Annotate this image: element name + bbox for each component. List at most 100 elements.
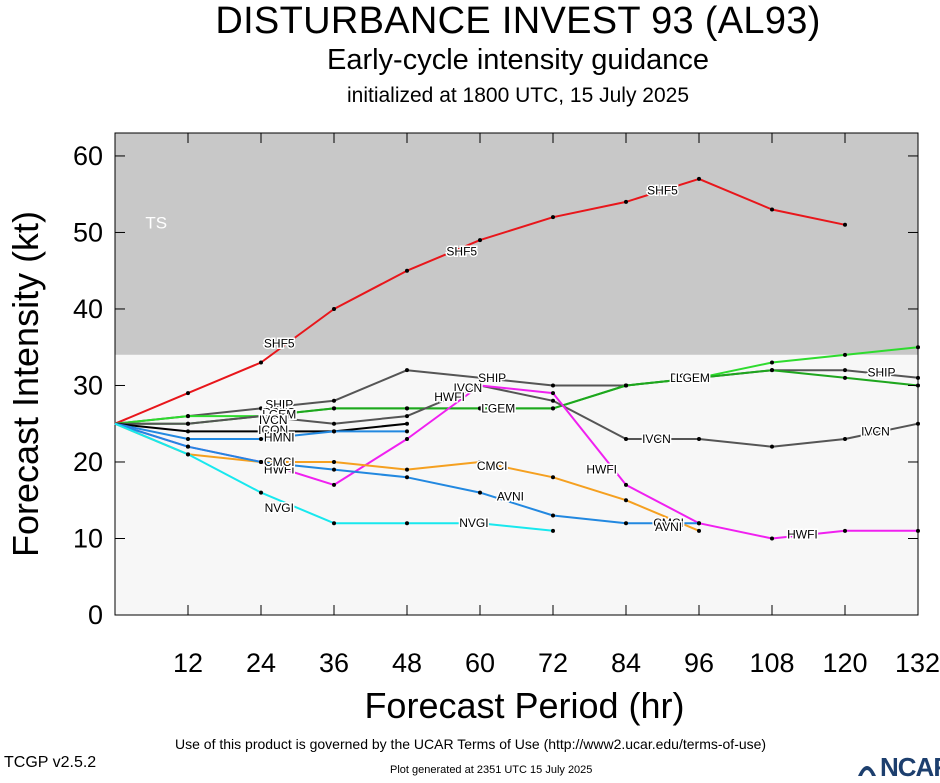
data-point-ivcn xyxy=(916,421,920,426)
x-tick-label: 72 xyxy=(538,648,568,678)
series-label-nvgi: NVGI xyxy=(459,516,488,530)
data-point-nvgi xyxy=(186,452,190,457)
y-tick-label: 60 xyxy=(73,141,103,171)
data-point-dshp xyxy=(843,352,847,357)
data-point-nvgi xyxy=(259,490,263,495)
data-point-lgem xyxy=(332,406,336,411)
series-label-ship: SHIP xyxy=(478,371,506,385)
plot-frame xyxy=(114,132,919,616)
ncar-logo-text: NCAR xyxy=(880,752,940,782)
data-point-icon xyxy=(259,429,263,434)
data-point-cmci xyxy=(624,498,628,503)
ncar-logo: NCAR xyxy=(856,752,940,782)
data-point-shf5 xyxy=(624,199,628,204)
series-label-dshp: DSHP xyxy=(670,371,703,385)
series-label-lgem: LGEM xyxy=(676,371,710,385)
y-tick-label: 50 xyxy=(73,217,103,247)
series-label-hmni: HMNI xyxy=(264,431,295,445)
y-tick-label: 30 xyxy=(73,370,103,400)
ncar-sun-icon xyxy=(858,766,876,776)
data-point-cmci xyxy=(478,459,482,464)
data-point-hwfi xyxy=(770,536,774,541)
series-label-lgem: LGEM xyxy=(262,408,296,422)
data-point-ivcn xyxy=(624,437,628,442)
series-label-ship: SHIP xyxy=(867,365,895,379)
data-point-shf5 xyxy=(186,391,190,396)
data-point-shf5 xyxy=(551,215,555,220)
data-point-shf5 xyxy=(478,238,482,243)
series-label-shf5: SHF5 xyxy=(647,183,678,197)
intensity-band-td xyxy=(115,354,918,615)
x-tick-label: 48 xyxy=(392,648,422,678)
data-point-cmci xyxy=(551,475,555,480)
data-point-hwfi xyxy=(332,482,336,487)
data-point-ship xyxy=(332,398,336,403)
x-tick-label: 132 xyxy=(895,648,940,678)
x-tick-label: 36 xyxy=(319,648,349,678)
data-point-hmni xyxy=(186,437,190,442)
x-tick-label: 108 xyxy=(749,648,794,678)
series-label-avni: AVNI xyxy=(655,520,682,534)
series-label-ship: SHIP xyxy=(265,398,293,412)
x-axis-label: Forecast Period (hr) xyxy=(364,685,684,726)
data-point-shf5 xyxy=(332,306,336,311)
y-tick-label: 0 xyxy=(88,600,103,630)
data-point-avni xyxy=(405,475,409,480)
data-point-ivcn xyxy=(697,437,701,442)
data-point-hwfi xyxy=(916,528,920,533)
y-tick-label: 40 xyxy=(73,294,103,324)
data-point-ivcn xyxy=(843,437,847,442)
x-tick-label: 120 xyxy=(822,648,867,678)
data-point-lgem xyxy=(405,406,409,411)
data-point-ivcn xyxy=(332,421,336,426)
chart-subtitle: Early-cycle intensity guidance xyxy=(326,44,709,76)
data-point-nvgi xyxy=(405,521,409,526)
series-label-cmci: CMCI xyxy=(477,459,508,473)
series-label-ivcn: IVCN xyxy=(259,413,288,427)
data-point-ivcn xyxy=(405,414,409,419)
series-label-hwfi: HWFI xyxy=(787,528,818,542)
data-point-nvgi xyxy=(478,521,482,526)
data-point-ivcn xyxy=(259,414,263,419)
data-point-cmci xyxy=(405,467,409,472)
data-point-ivcn xyxy=(186,421,190,426)
band-label-ts: TS xyxy=(145,214,167,233)
data-point-ship xyxy=(478,375,482,380)
data-point-hwfi xyxy=(405,437,409,442)
data-point-nvgi xyxy=(332,521,336,526)
y-tick-label: 10 xyxy=(73,523,103,553)
version-label: TCGP v2.5.2 xyxy=(4,754,97,771)
chart-title: DISTURBANCE INVEST 93 (AL93) xyxy=(215,0,821,42)
data-point-hwfi xyxy=(624,482,628,487)
data-point-nvgi xyxy=(551,528,555,533)
series-label-hwfi: HWFI xyxy=(264,463,295,477)
data-point-avni xyxy=(478,490,482,495)
data-point-cmci xyxy=(332,459,336,464)
data-point-dshp xyxy=(916,345,920,350)
series-label-lgem: LGEM xyxy=(481,401,515,415)
data-point-avni xyxy=(186,444,190,449)
series-label-ivcn: IVCN xyxy=(642,432,671,446)
series-label-hwfi: HWFI xyxy=(586,463,617,477)
series-label-ivcn: IVCN xyxy=(453,381,482,395)
data-point-hwfi xyxy=(478,383,482,388)
intensity-band-ts xyxy=(115,133,918,355)
x-tick-label: 24 xyxy=(246,648,276,678)
x-tick-label: 96 xyxy=(684,648,714,678)
y-tick-label: 20 xyxy=(73,447,103,477)
data-point-icon xyxy=(186,429,190,434)
data-point-hwfi xyxy=(551,391,555,396)
data-point-lgem xyxy=(843,375,847,380)
series-label-dshp: DSHP xyxy=(263,405,296,419)
series-label-cmci: CMCI xyxy=(264,455,295,469)
data-point-avni xyxy=(697,521,701,526)
data-point-shf5 xyxy=(697,176,701,181)
data-point-shf5 xyxy=(259,360,263,365)
series-label-cmci: CMCI xyxy=(653,516,684,530)
data-point-ivcn xyxy=(770,444,774,449)
data-point-ship xyxy=(843,368,847,373)
data-point-hmni xyxy=(259,437,263,442)
series-label-shf5: SHF5 xyxy=(264,336,295,350)
data-point-shf5 xyxy=(770,207,774,212)
